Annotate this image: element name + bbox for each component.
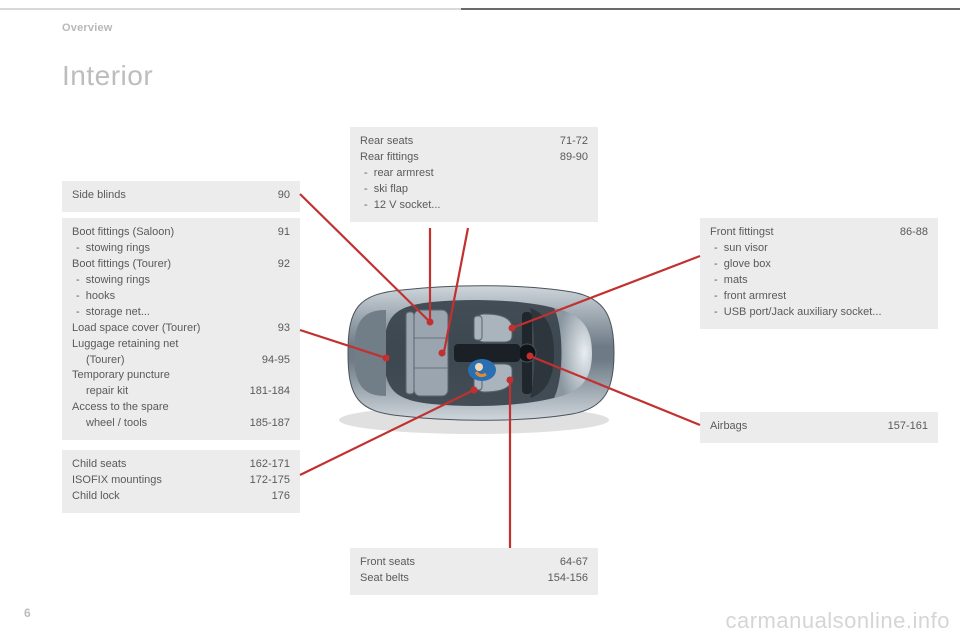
list-item: sun visor (710, 241, 928, 257)
page-ref: 93 (278, 321, 290, 337)
page-ref: 91 (278, 225, 290, 241)
label: Front seats (360, 555, 415, 571)
page-ref: 185-187 (250, 416, 290, 432)
header-rule (0, 8, 960, 10)
label: Airbags (710, 419, 747, 435)
label: ISOFIX mountings (72, 473, 162, 489)
page-ref: 89-90 (560, 150, 588, 166)
page-ref: 176 (272, 489, 290, 505)
callout-front-fittings: Front fittingst 86-88 sun visor glove box… (700, 218, 938, 329)
label: Access to the spare (72, 400, 290, 416)
label: Side blinds (72, 188, 126, 204)
section-label: Overview (62, 22, 113, 34)
label: Load space cover (Tourer) (72, 321, 200, 337)
list-item: front armrest (710, 289, 928, 305)
label: Rear seats (360, 134, 413, 150)
label: Child lock (72, 489, 120, 505)
label: Temporary puncture (72, 368, 290, 384)
label: Boot fittings (Saloon) (72, 225, 174, 241)
list-item: USB port/Jack auxiliary socket... (710, 305, 928, 321)
callout-front-seats: Front seats 64-67 Seat belts 154-156 (350, 548, 598, 595)
list-item: glove box (710, 257, 928, 273)
page-ref: 86-88 (900, 225, 928, 241)
callout-boot-fittings: Boot fittings (Saloon) 91 stowing rings B… (62, 218, 300, 440)
page-title: Interior (62, 60, 153, 92)
label: Luggage retaining net (72, 337, 290, 353)
page-ref: 154-156 (548, 571, 588, 587)
page-ref: 172-175 (250, 473, 290, 489)
list-item: ski flap (360, 182, 588, 198)
label: Front fittingst (710, 225, 774, 241)
page-ref: 90 (278, 188, 290, 204)
callout-child-safety: Child seats 162-171 ISOFIX mountings 172-1… (62, 450, 300, 513)
label: wheel / tools (72, 416, 147, 432)
list-item: hooks (72, 289, 290, 305)
list-item: mats (710, 273, 928, 289)
label: repair kit (72, 384, 128, 400)
label: Rear fittings (360, 150, 419, 166)
page-ref: 94-95 (262, 353, 290, 369)
callout-side-blinds: Side blinds 90 (62, 181, 300, 212)
label: Seat belts (360, 571, 409, 587)
watermark: carmanualsonline.info (725, 608, 950, 634)
callout-rear: Rear seats 71-72 Rear fittings 89-90 rear … (350, 127, 598, 222)
page-ref: 162-171 (250, 457, 290, 473)
label: Child seats (72, 457, 126, 473)
page-ref: 157-161 (888, 419, 928, 435)
list-item: 12 V socket... (360, 198, 588, 214)
list-item: stowing rings (72, 241, 290, 257)
label: Boot fittings (Tourer) (72, 257, 171, 273)
page-ref: 64-67 (560, 555, 588, 571)
list-item: storage net... (72, 305, 290, 321)
page-ref: 181-184 (250, 384, 290, 400)
list-item: stowing rings (72, 273, 290, 289)
page-number: 6 (24, 606, 31, 620)
car-diagram (324, 258, 624, 448)
page-ref: 71-72 (560, 134, 588, 150)
page-ref: 92 (278, 257, 290, 273)
list-item: rear armrest (360, 166, 588, 182)
callout-airbags: Airbags 157-161 (700, 412, 938, 443)
label: (Tourer) (72, 353, 125, 369)
